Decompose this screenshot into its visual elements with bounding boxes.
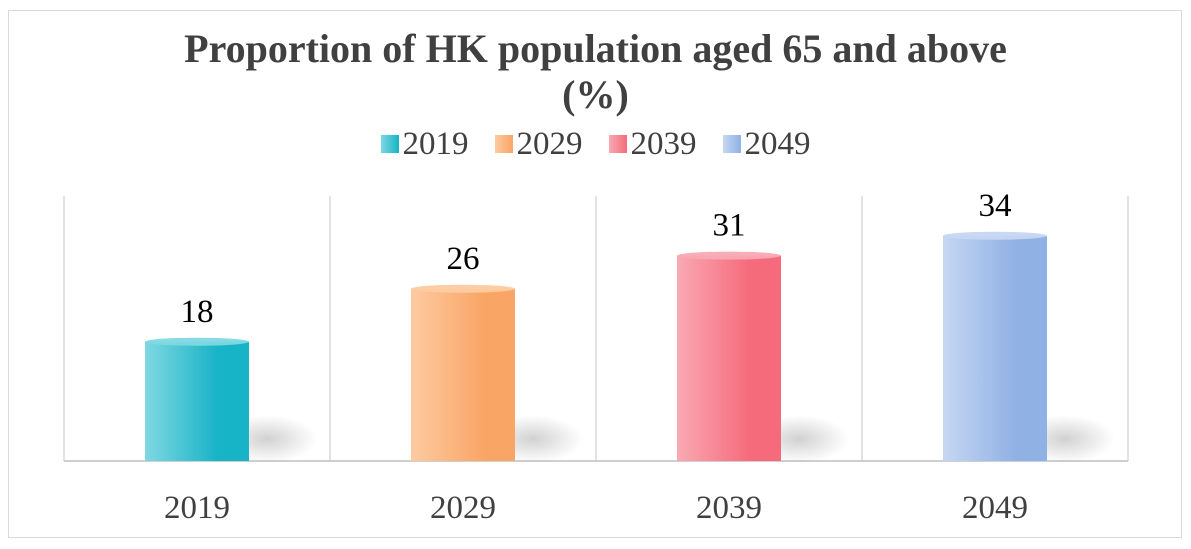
bar-cap [943, 231, 1047, 240]
legend-label: 2039 [630, 125, 697, 162]
chart-title: Proportion of HK population aged 65 and … [184, 26, 1007, 117]
legend-item: 2019 [380, 125, 469, 163]
legend-item: 2049 [722, 125, 811, 163]
legend-swatch [380, 135, 399, 153]
legend-label: 2019 [402, 125, 469, 162]
bar [943, 235, 1047, 461]
x-tick-label: 2049 [962, 490, 1028, 526]
data-label: 18 [181, 294, 214, 330]
x-tick-label: 2019 [164, 490, 230, 526]
bar [677, 255, 781, 461]
legend-item: 2039 [608, 125, 697, 163]
legend-swatch [608, 135, 627, 153]
legend-item: 2029 [494, 125, 583, 163]
data-label: 31 [713, 208, 746, 244]
legend-label: 2049 [744, 125, 811, 162]
bar-cap [411, 284, 515, 293]
bar-cap [677, 251, 781, 260]
bar [145, 341, 249, 461]
bar-cap [145, 337, 249, 346]
bar [411, 288, 515, 461]
chart-legend: 2019 2029 2039 2049 [0, 124, 1191, 164]
legend-swatch [494, 135, 513, 153]
legend-swatch [722, 135, 741, 153]
legend-label: 2029 [516, 125, 583, 162]
data-label: 34 [979, 188, 1012, 224]
x-tick-label: 2029 [430, 490, 496, 526]
data-label: 26 [447, 241, 480, 277]
x-tick-label: 2039 [696, 490, 762, 526]
